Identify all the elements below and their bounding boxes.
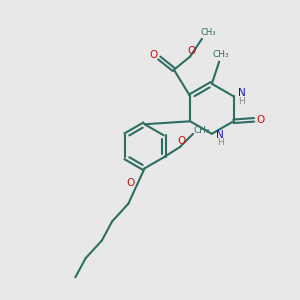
Text: N: N: [216, 130, 224, 140]
Text: O: O: [188, 46, 196, 56]
Text: CH₃: CH₃: [212, 50, 229, 59]
Text: O: O: [177, 136, 185, 146]
Text: H: H: [238, 97, 245, 106]
Text: O: O: [127, 178, 135, 188]
Text: CH₃: CH₃: [200, 28, 216, 38]
Text: N: N: [238, 88, 246, 98]
Text: O: O: [149, 50, 158, 60]
Text: H: H: [217, 138, 224, 147]
Text: O: O: [256, 115, 265, 125]
Text: CH₃: CH₃: [193, 126, 210, 135]
